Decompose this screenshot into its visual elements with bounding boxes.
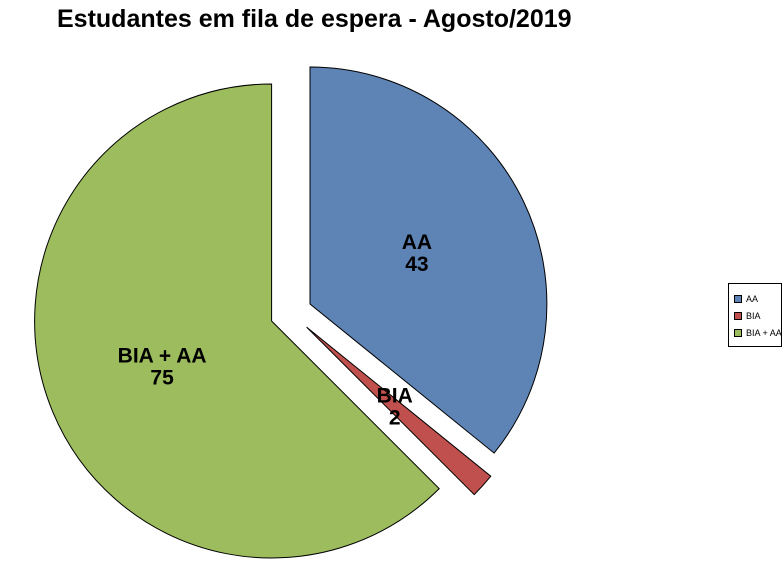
pie-slice-label-name-bia-aa: BIA + AA — [118, 344, 207, 367]
pie-slice-label-value-aa: 43 — [405, 253, 428, 276]
chart-title: Estudantes em fila de espera - Agosto/20… — [57, 5, 572, 33]
pie-slice-aa[interactable] — [309, 66, 548, 454]
legend-item-aa[interactable]: AA — [734, 290, 781, 307]
pie-slice-bia-aa[interactable] — [34, 83, 440, 559]
legend-label-bia: BIA — [746, 310, 761, 321]
legend-swatch-bia-icon — [734, 311, 742, 320]
legend-swatch-bia-aa-icon — [734, 328, 742, 337]
legend-label-aa: AA — [746, 293, 759, 304]
legend-label-bia-aa: BIA + AA — [746, 327, 782, 338]
pie-slice-label-name-bia: BIA — [377, 384, 413, 407]
chart-legend: AA BIA BIA + AA — [728, 283, 782, 347]
pie-slice-label-value-bia: 2 — [389, 406, 401, 429]
legend-item-bia[interactable]: BIA — [734, 307, 781, 324]
legend-swatch-aa-icon — [734, 294, 742, 303]
pie-slice-bia[interactable] — [306, 326, 492, 496]
legend-item-bia-aa[interactable]: BIA + AA — [734, 324, 782, 341]
pie-slice-label-value-bia-aa: 75 — [150, 366, 174, 389]
pie-slice-label-name-aa: AA — [402, 231, 432, 254]
